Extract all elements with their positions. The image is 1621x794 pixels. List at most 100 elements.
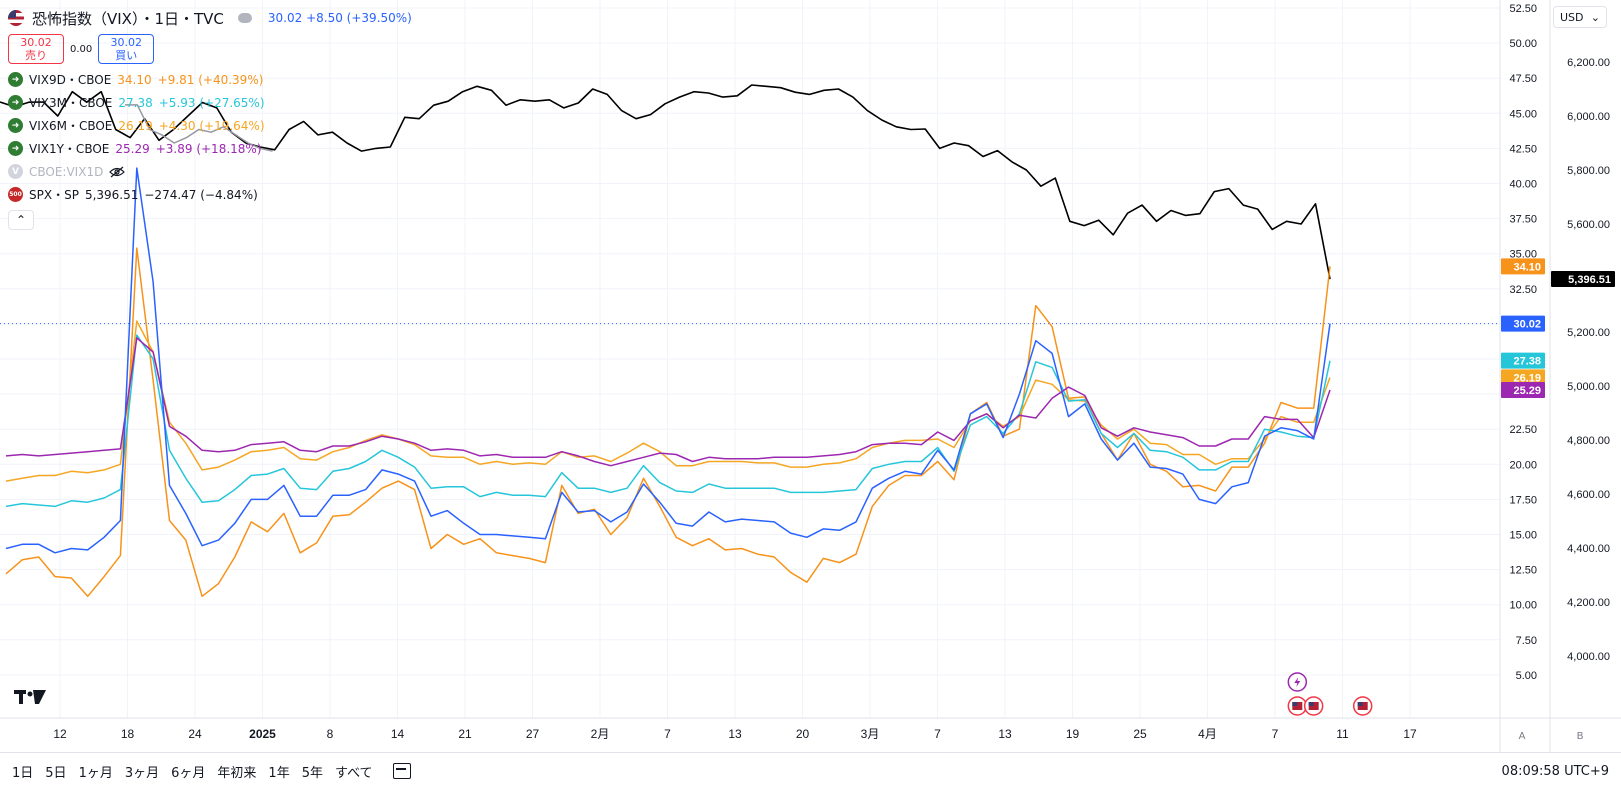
right-axis-tick: 4,800.00: [1567, 435, 1610, 447]
clock[interactable]: 08:09:58 UTC+9: [1501, 763, 1609, 779]
range-6m[interactable]: 6ヶ月: [171, 765, 206, 781]
left-axis-tick: 17.50: [1509, 494, 1537, 506]
legend-item-vix9d[interactable]: ➜ VIX9D・CBOE 34.10 +9.81 (+40.39%): [8, 68, 412, 91]
left-axis-tick: 7.50: [1516, 635, 1537, 647]
legend-panel: 恐怖指数（VIX）・1日・TVC 30.02 +8.50 (+39.50%) 3…: [8, 6, 412, 230]
x-tick-label: 18: [121, 727, 135, 741]
x-tick-label: 17: [1403, 727, 1417, 741]
range-1y[interactable]: 1年: [268, 765, 290, 781]
spread-value: 0.00: [70, 43, 93, 55]
right-axis-tick: 5,200.00: [1567, 327, 1610, 339]
x-tick-label: 8: [327, 727, 334, 741]
legend-name: VIX9D・CBOE: [29, 73, 112, 87]
x-tick-label: 3月: [861, 727, 880, 741]
right-axis-tick: 5,000.00: [1567, 381, 1610, 393]
left-axis-tick: 35.00: [1509, 249, 1537, 261]
legend-item-spx[interactable]: 500 SPX・SP 5,396.51 −274.47 (−4.84%): [8, 183, 412, 206]
price-label: 27.38: [1513, 356, 1541, 368]
buy-price: 30.02: [110, 36, 143, 49]
flash-glyph: [1294, 677, 1301, 687]
eye-hidden-icon[interactable]: [109, 166, 126, 178]
arrow-icon: ➜: [8, 72, 23, 87]
sell-button[interactable]: 30.02 売り: [8, 34, 64, 64]
left-axis-tick: 50.00: [1509, 38, 1537, 50]
legend-change: +4.30 (+19.64%): [158, 118, 265, 133]
range-3m[interactable]: 3ヶ月: [124, 765, 160, 781]
series-line-vix9d: [5, 247, 1331, 598]
price-label: 26.19: [1513, 372, 1541, 384]
legend-value: 34.10: [117, 72, 152, 87]
x-tick-label: 20: [796, 727, 810, 741]
left-axis-tick: 47.50: [1509, 73, 1537, 85]
legend-name: VIX3M・CBOE: [29, 96, 113, 110]
price-label-bg: [1551, 270, 1615, 287]
log-scale-button[interactable]: B: [1576, 730, 1584, 742]
x-tick-label: 24: [188, 727, 202, 741]
x-tick-label: 25: [1133, 727, 1147, 741]
x-tick-label: 14: [391, 727, 405, 741]
us-flag-icon: [8, 10, 24, 26]
legend-name: VIX1Y・CBOE: [29, 142, 110, 156]
range-all[interactable]: すべて: [334, 765, 373, 781]
chart-canvas[interactable]: 12 18 24 2025 8 14 21 27 2月 7 13 20 3月 7 13 19 25 4月 7 11 17…: [0, 0, 1621, 752]
auto-scale-button[interactable]: A: [1518, 730, 1526, 742]
x-tick-label: 2月: [591, 727, 610, 741]
x-tick-label: 7: [1272, 727, 1279, 741]
market-status-icon[interactable]: [237, 13, 252, 23]
price-label-bg: [1501, 382, 1545, 399]
legend-name: SPX・SP: [29, 188, 79, 202]
x-tick-label: 27: [526, 727, 540, 741]
price-label: 34.10: [1513, 261, 1541, 273]
x-tick-label: 13: [728, 727, 742, 741]
arrow-icon: ➜: [8, 141, 23, 156]
sp500-badge-icon: 500: [8, 187, 23, 202]
trade-panel: 30.02 売り 0.00 30.02 買い: [8, 34, 412, 64]
x-tick-label: 13: [998, 727, 1012, 741]
x-tick-label: 12: [53, 727, 67, 741]
legend-name: VIX6M・CBOE: [29, 119, 113, 133]
left-axis-tick: 5.00: [1516, 670, 1537, 682]
legend-item-vix1d[interactable]: V CBOE:VIX1D: [8, 160, 412, 183]
series-line-vix1y: [5, 337, 1331, 467]
right-axis-tick: 5,800.00: [1567, 165, 1610, 177]
range-1m[interactable]: 1ヶ月: [78, 765, 113, 781]
left-axis-tick: 52.50: [1509, 3, 1537, 15]
buy-button[interactable]: 30.02 買い: [98, 34, 155, 64]
x-tick-label: 7: [664, 727, 671, 741]
flag-canton: [1357, 702, 1363, 706]
right-axis-tick: 4,200.00: [1567, 597, 1610, 609]
legend-change: +5.93 (+27.65%): [158, 95, 265, 110]
x-tick-label: 21: [458, 727, 472, 741]
symbol-title[interactable]: 恐怖指数（VIX）・1日・TVC: [32, 9, 224, 28]
legend-change: +3.89 (+18.18%): [155, 141, 262, 156]
legend-item-vix1y[interactable]: ➜ VIX1Y・CBOE 25.29 +3.89 (+18.18%): [8, 137, 412, 160]
right-axis-tick: 4,000.00: [1567, 651, 1610, 663]
left-axis-tick: 42.50: [1509, 143, 1537, 155]
legend-item-vix6m[interactable]: ➜ VIX6M・CBOE 26.19 +4.30 (+19.64%): [8, 114, 412, 137]
range-1d[interactable]: 1日: [12, 765, 34, 781]
range-5y[interactable]: 5年: [301, 765, 323, 781]
legend-change: −274.47 (−4.84%): [144, 187, 258, 202]
price-label: 30.02: [1513, 319, 1541, 331]
range-5d[interactable]: 5日: [45, 765, 67, 781]
range-ytd[interactable]: 年初来: [217, 765, 257, 781]
left-axis-tick: 22.50: [1509, 424, 1537, 436]
legend-item-vix3m[interactable]: ➜ VIX3M・CBOE 27.38 +5.93 (+27.65%): [8, 91, 412, 114]
flag-canton: [1292, 702, 1298, 706]
sell-label: 売り: [25, 49, 47, 62]
legend-value: 25.29: [115, 141, 150, 156]
price-label-bg: [1501, 352, 1545, 369]
calendar-icon[interactable]: [392, 763, 411, 779]
left-axis-tick: 37.50: [1509, 214, 1537, 226]
chevron-up-icon: ⌃: [15, 213, 27, 227]
tradingview-logo-icon: [14, 690, 46, 704]
left-axis-tick: 10.00: [1509, 600, 1537, 612]
price-label-bg: [1501, 369, 1545, 386]
currency-select[interactable]: USD ⌄: [1553, 6, 1607, 28]
right-axis-tick: 5,600.00: [1567, 219, 1610, 231]
price-label: 5,396.51: [1568, 274, 1611, 286]
flag-canton: [1308, 702, 1314, 706]
sell-price: 30.02: [20, 36, 52, 49]
price-label: 25.29: [1513, 385, 1541, 397]
collapse-legend-button[interactable]: ⌃: [8, 210, 34, 230]
